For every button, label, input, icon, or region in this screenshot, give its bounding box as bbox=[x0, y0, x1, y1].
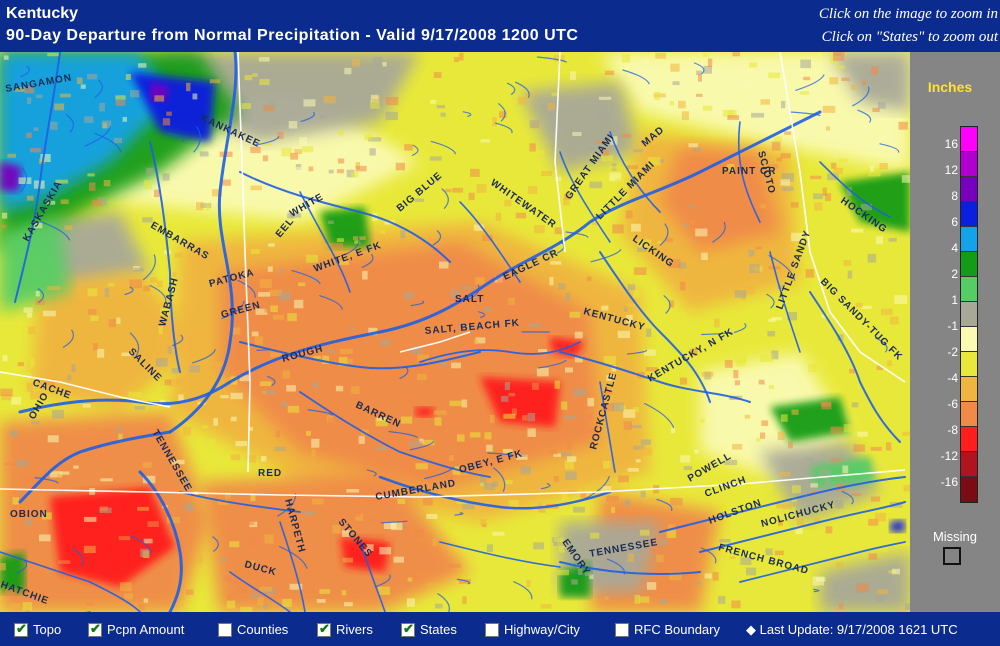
toggle-highway-city[interactable]: Highway/City bbox=[485, 622, 580, 637]
zoom-in-hint: Click on the image to zoom in bbox=[818, 6, 998, 22]
river-label: RED bbox=[258, 468, 282, 479]
legend-swatch bbox=[961, 252, 977, 277]
highway-city-label: Highway/City bbox=[504, 622, 580, 637]
legend-swatch bbox=[961, 452, 977, 477]
legend-swatch bbox=[961, 427, 977, 452]
legend-swatch bbox=[961, 352, 977, 377]
toggle-topo[interactable]: Topo bbox=[14, 621, 62, 637]
legend-label: 2 bbox=[951, 267, 958, 281]
legend-swatch bbox=[961, 177, 977, 202]
legend-swatch bbox=[961, 127, 977, 152]
map-subtitle: 90-Day Departure from Normal Precipitati… bbox=[6, 27, 579, 44]
toggle-rivers[interactable]: Rivers bbox=[317, 621, 373, 637]
legend-label: -16 bbox=[940, 475, 958, 489]
legend-label: -1 bbox=[947, 319, 958, 333]
layer-toolbar: Topo Pcpn Amount Counties Rivers States … bbox=[0, 612, 1000, 646]
legend-swatch bbox=[961, 477, 977, 502]
rivers-checkbox[interactable] bbox=[317, 621, 331, 637]
legend-label: -2 bbox=[947, 345, 958, 359]
river-label: OBION bbox=[10, 509, 48, 520]
rfc-boundary-label: RFC Boundary bbox=[634, 622, 720, 637]
legend-title: Inches bbox=[927, 79, 973, 95]
legend-label: 4 bbox=[951, 241, 958, 255]
precipitation-map[interactable]: SANGAMON KANKAKEE KASKASKIA EMBARRAS EEL WHIT… bbox=[0, 52, 910, 612]
legend-swatch bbox=[961, 302, 977, 327]
legend-swatch bbox=[961, 227, 977, 252]
legend-swatch bbox=[961, 327, 977, 352]
legend-label: 8 bbox=[951, 189, 958, 203]
legend-swatch bbox=[961, 277, 977, 302]
state-boundaries bbox=[0, 52, 906, 498]
counties-label: Counties bbox=[237, 622, 289, 637]
region-title: Kentucky bbox=[6, 5, 79, 22]
toggle-rfc-boundary[interactable]: RFC Boundary bbox=[615, 622, 720, 637]
legend-label: -6 bbox=[947, 397, 958, 411]
counties-checkbox[interactable] bbox=[218, 622, 232, 637]
legend-swatch bbox=[961, 202, 977, 227]
topo-checkbox[interactable] bbox=[14, 621, 28, 637]
legend-label: 12 bbox=[944, 163, 958, 177]
river-label: PAINT CR bbox=[722, 166, 776, 177]
missing-label: Missing bbox=[932, 529, 978, 544]
river-network bbox=[0, 52, 906, 612]
legend-label: -12 bbox=[940, 449, 958, 463]
toggle-pcpn-amount[interactable]: Pcpn Amount bbox=[88, 621, 185, 637]
legend-label: 16 bbox=[944, 137, 958, 151]
highway-city-checkbox[interactable] bbox=[485, 622, 499, 637]
states-checkbox[interactable] bbox=[401, 621, 415, 637]
legend-swatch bbox=[961, 402, 977, 427]
legend-color-bar bbox=[960, 126, 978, 503]
legend-panel: Inches 16 12 8 6 4 2 1 -1 -2 -4 -6 -8 -12 -16 Missing bbox=[910, 52, 1000, 612]
missing-swatch bbox=[943, 547, 961, 565]
pcpn-amount-label: Pcpn Amount bbox=[107, 622, 185, 637]
last-update: ◆ Last Update: 9/17/2008 1621 UTC bbox=[746, 622, 958, 637]
legend-label: 1 bbox=[951, 293, 958, 307]
rivers-label: Rivers bbox=[336, 622, 373, 637]
legend-label: -4 bbox=[947, 371, 958, 385]
topo-label: Topo bbox=[33, 622, 62, 637]
legend-swatch bbox=[961, 152, 977, 177]
states-label: States bbox=[420, 622, 457, 637]
legend-swatch bbox=[961, 377, 977, 402]
header-bar: Kentucky 90-Day Departure from Normal Pr… bbox=[0, 0, 1000, 52]
legend-label: 6 bbox=[951, 215, 958, 229]
pcpn-amount-checkbox[interactable] bbox=[88, 621, 102, 637]
toggle-counties[interactable]: Counties bbox=[218, 622, 288, 637]
zoom-out-hint: Click on "States" to zoom out bbox=[821, 29, 998, 45]
river-label: SALT bbox=[455, 294, 484, 305]
legend-label: -8 bbox=[947, 423, 958, 437]
toggle-states[interactable]: States bbox=[401, 621, 457, 637]
rfc-boundary-checkbox[interactable] bbox=[615, 622, 629, 637]
